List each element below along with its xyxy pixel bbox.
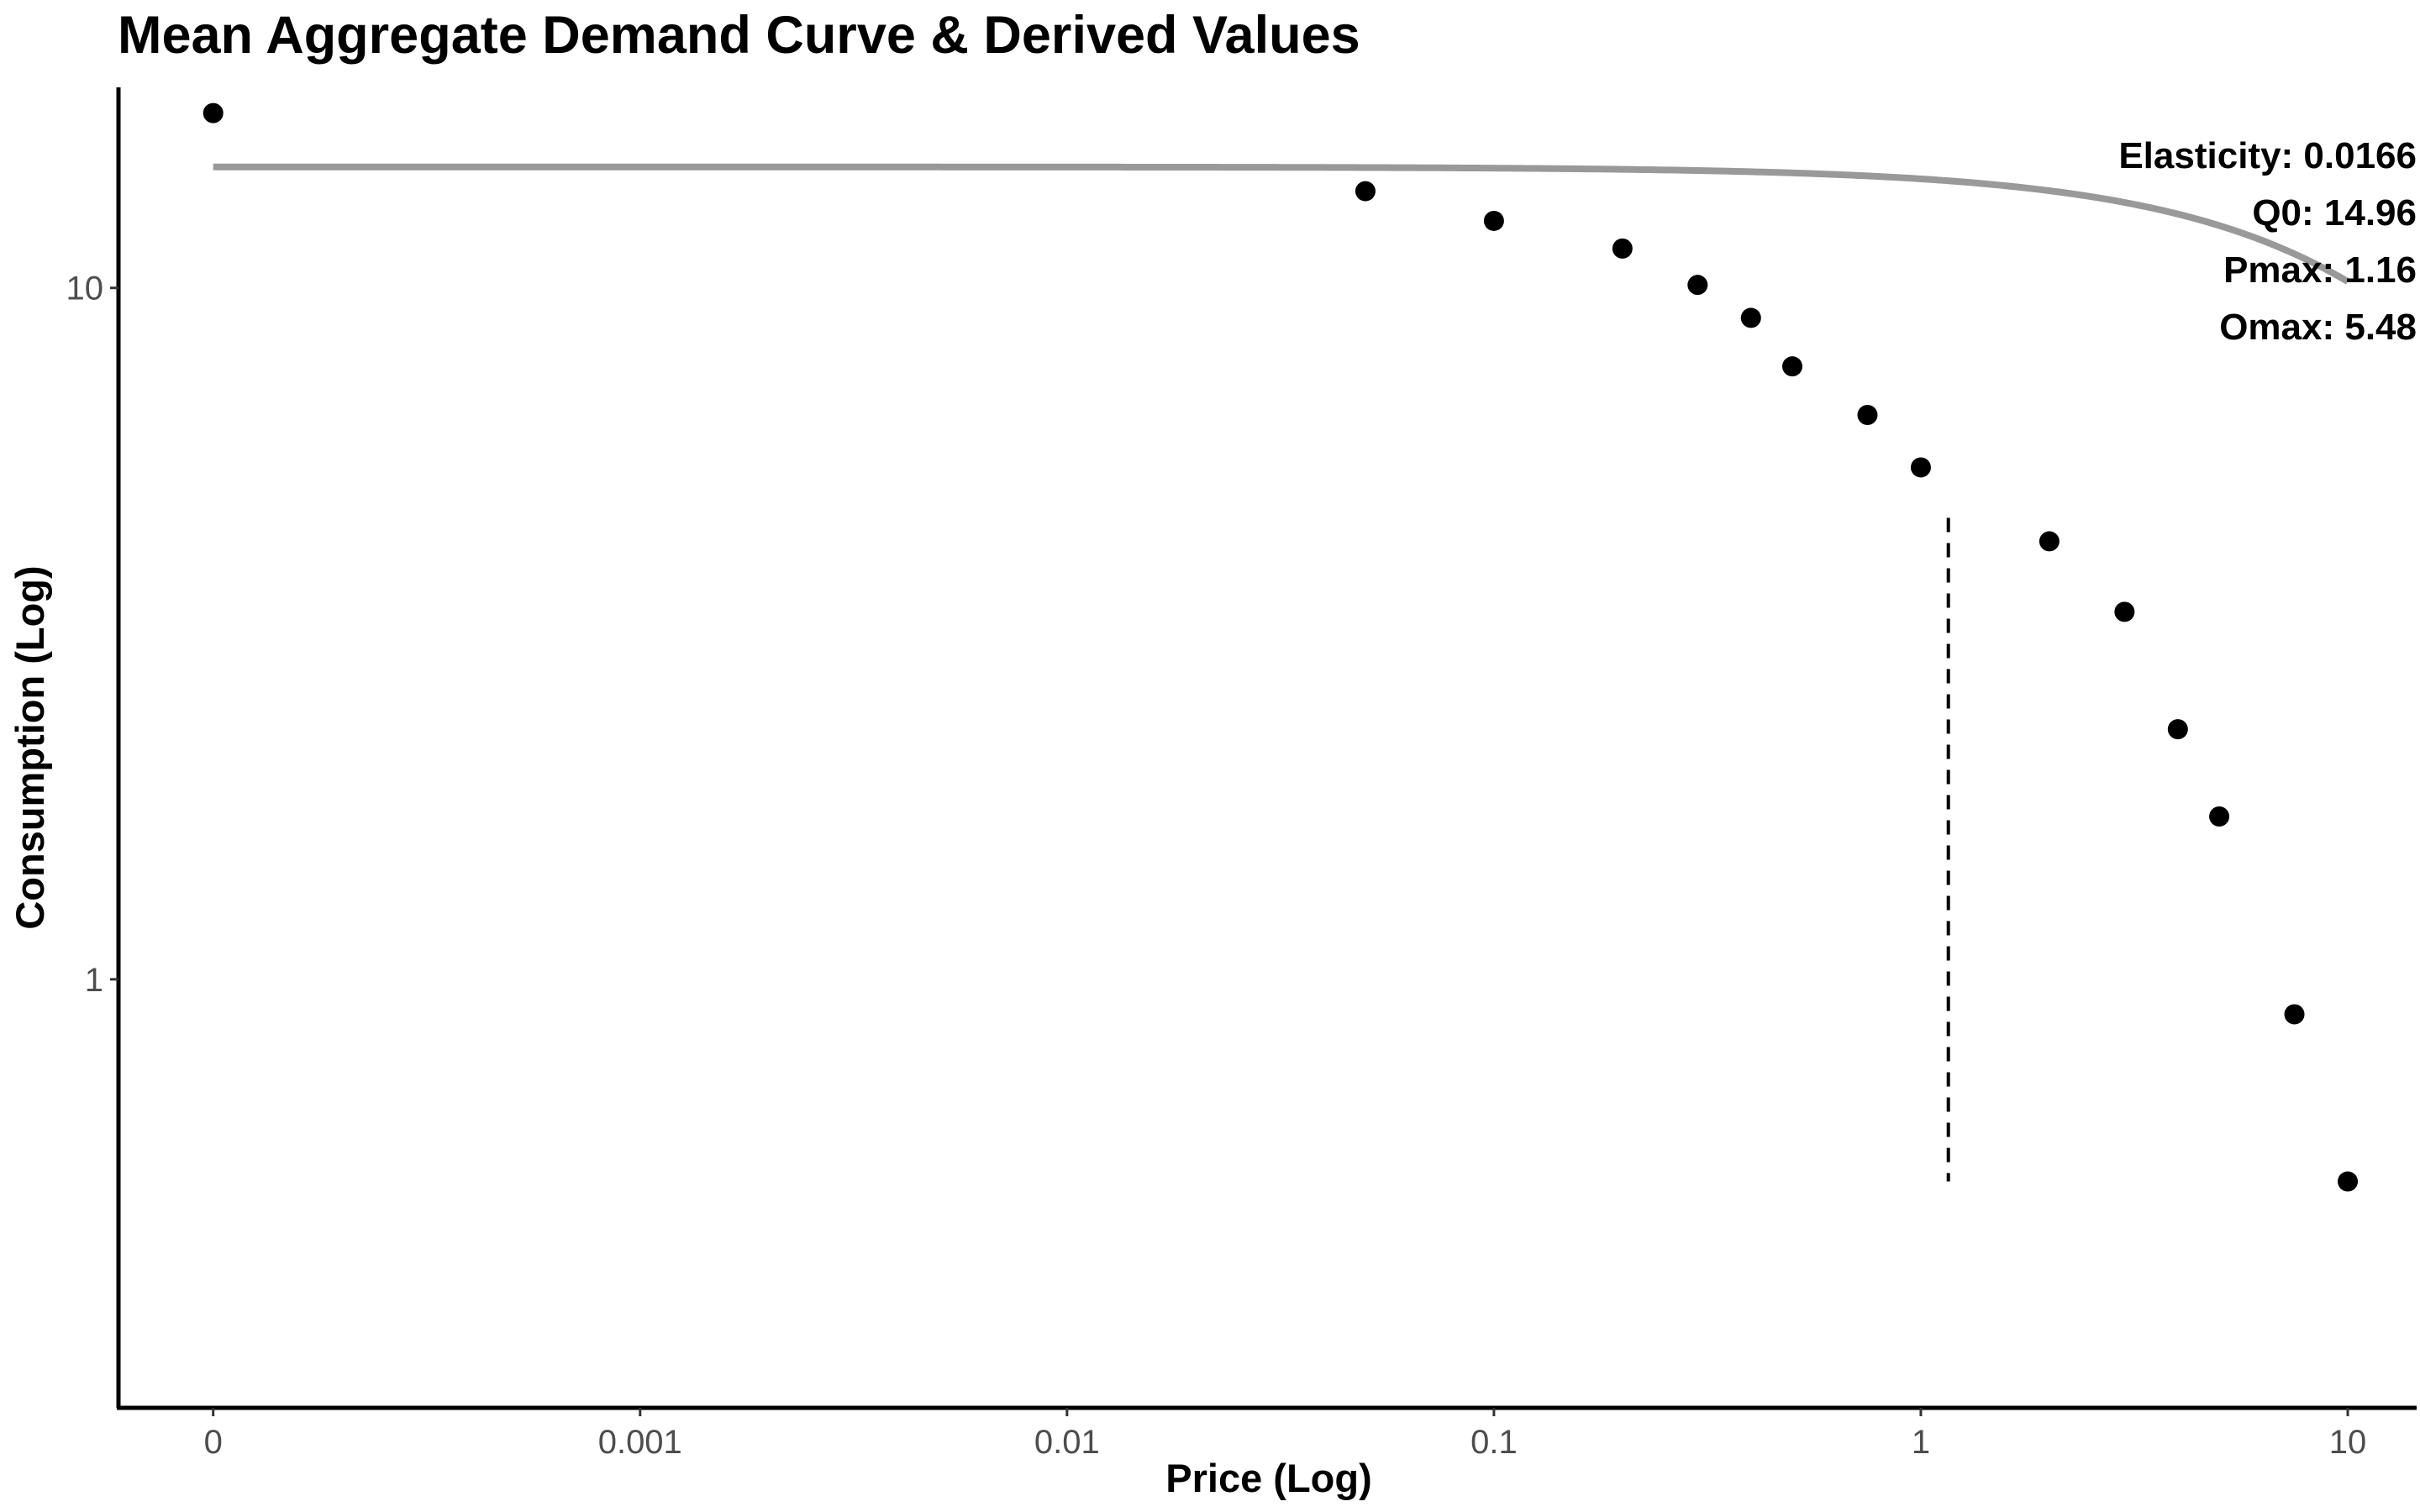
- x-axis-title: Price (Log): [1165, 1456, 1371, 1500]
- y-axis-title: Consumption (Log): [8, 565, 52, 929]
- fitted-demand-curve: [213, 163, 2350, 285]
- x-tick-label: 0.001: [598, 1424, 682, 1461]
- data-point: [2284, 1004, 2305, 1025]
- x-tick-label: 10: [2329, 1424, 2367, 1461]
- data-point: [1483, 210, 1504, 231]
- y-axis-ticks: 1 10: [66, 270, 118, 999]
- data-point: [1910, 457, 1931, 478]
- data-point: [1782, 356, 1803, 377]
- annotation-line: Omax: 5.48: [2219, 307, 2417, 348]
- data-point: [1740, 307, 1761, 328]
- annotation-line: Pmax: 1.16: [2223, 249, 2417, 291]
- data-point: [2209, 806, 2230, 827]
- x-tick-label: 0.01: [1034, 1424, 1100, 1461]
- data-point: [1355, 181, 1376, 202]
- data-point: [2167, 719, 2188, 740]
- data-point: [1612, 238, 1633, 259]
- x-axis-ticks: 0 0.001 0.01 0.1 1 10: [204, 1408, 2367, 1461]
- data-point: [2114, 601, 2135, 622]
- annotation-line: Q0: 14.96: [2252, 192, 2417, 234]
- chart-title: Mean Aggregate Demand Curve & Derived Va…: [118, 6, 1360, 65]
- y-tick-label: 10: [66, 270, 104, 307]
- y-tick-label: 1: [85, 962, 103, 999]
- annotation-line: Elasticity: 0.0166: [2118, 135, 2417, 176]
- derived-values-annotation: Elasticity: 0.0166 Q0: 14.96 Pmax: 1.16 Oma…: [2118, 135, 2417, 348]
- data-point: [1857, 404, 1878, 425]
- x-tick-label: 1: [1912, 1424, 1930, 1461]
- axes: [116, 87, 2417, 1410]
- x-tick-label: 0: [204, 1424, 223, 1461]
- data-point: [2338, 1171, 2359, 1192]
- data-point: [2039, 531, 2060, 552]
- data-point: [1687, 275, 1708, 296]
- x-tick-label: 0.1: [1470, 1424, 1518, 1461]
- plot-area: [203, 102, 2359, 1192]
- data-point: [203, 102, 224, 123]
